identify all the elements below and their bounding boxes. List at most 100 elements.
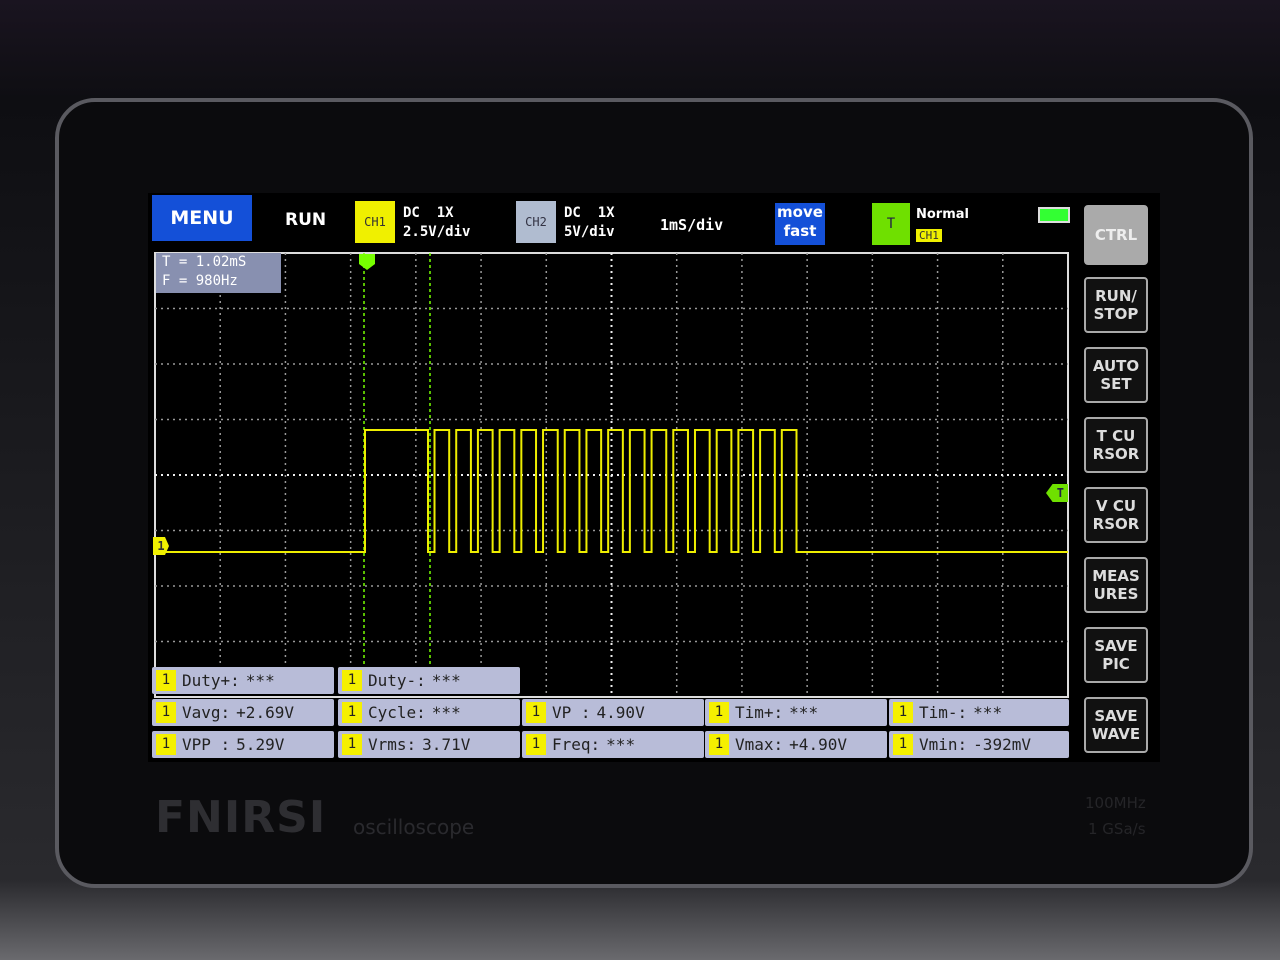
measurement[interactable]: 1 Cycle: *** bbox=[338, 699, 520, 726]
measurement[interactable]: 1 Vmax: +4.90V bbox=[705, 731, 887, 758]
button-text: CTRL bbox=[1094, 226, 1138, 244]
channel-badge: 1 bbox=[156, 702, 176, 723]
ch1-scale: 2.5V/div bbox=[403, 224, 471, 240]
measure-value: *** bbox=[973, 703, 1003, 722]
measurement[interactable]: 1 Tim-: *** bbox=[889, 699, 1069, 726]
measure-value: *** bbox=[245, 671, 275, 690]
channel-badge: 1 bbox=[893, 702, 913, 723]
measurement[interactable]: 1 Freq: *** bbox=[522, 731, 704, 758]
battery bbox=[1038, 207, 1070, 223]
waveform bbox=[155, 429, 1068, 553]
button-text: AUTO bbox=[1092, 357, 1140, 375]
side-button[interactable]: RUN/STOP bbox=[1084, 277, 1148, 333]
measure-value: +4.90V bbox=[789, 735, 847, 754]
measure-value: *** bbox=[431, 671, 461, 690]
measure-value: *** bbox=[789, 703, 819, 722]
measure-label: Tim-: bbox=[919, 703, 968, 722]
channel-badge: 1 bbox=[709, 702, 729, 723]
side-button[interactable]: T CU RSOR bbox=[1084, 417, 1148, 473]
readout-line: T = 1.02mS bbox=[162, 254, 247, 270]
measure-label: Duty+: bbox=[182, 671, 240, 690]
button-text: STOP bbox=[1093, 305, 1139, 323]
button-text: RSOR bbox=[1092, 445, 1140, 463]
brand-spec: 100MHz bbox=[1085, 794, 1146, 812]
measure-label: Vmax: bbox=[735, 735, 784, 754]
side-button[interactable]: SAVE PIC bbox=[1084, 627, 1148, 683]
cursor-handle bbox=[359, 254, 375, 270]
side-button[interactable]: SAVE WAVE bbox=[1084, 697, 1148, 753]
button-text: MEAS bbox=[1092, 567, 1140, 585]
menu-button[interactable]: MENU bbox=[152, 195, 252, 241]
channel-badge: 1 bbox=[709, 734, 729, 755]
measure-label: Tim+: bbox=[735, 703, 784, 722]
brand-name: FNIRSI bbox=[155, 792, 327, 843]
run-status[interactable]: RUN bbox=[285, 210, 327, 230]
measurement[interactable]: 1 VPP : 5.29V bbox=[152, 731, 334, 758]
ch2-scale: 5V/div bbox=[564, 224, 615, 240]
measure-value: *** bbox=[606, 735, 636, 754]
measure-value: +2.69V bbox=[236, 703, 294, 722]
channel-badge: 1 bbox=[526, 734, 546, 755]
measure-value: 5.29V bbox=[236, 735, 285, 754]
measure-value: 4.90V bbox=[596, 703, 645, 722]
button-text: WAVE bbox=[1091, 725, 1141, 743]
channel-badge: 1 bbox=[342, 702, 362, 723]
measure-label: Cycle: bbox=[368, 703, 426, 722]
trigger-icon[interactable]: T bbox=[872, 203, 910, 245]
ch2-badge[interactable]: CH2 bbox=[516, 201, 556, 243]
button-text: SET bbox=[1100, 375, 1132, 393]
channel-badge: 1 bbox=[342, 670, 362, 691]
trigger-marker: T bbox=[1046, 484, 1068, 502]
measure-label: Duty-: bbox=[368, 671, 426, 690]
cursor-readout: T = 1.02mS F = 980Hz bbox=[156, 253, 281, 293]
ch1-coupling: DC 1X bbox=[403, 205, 454, 221]
brand-spec: 1 GSa/s bbox=[1088, 820, 1146, 838]
channel-badge: 1 bbox=[342, 734, 362, 755]
trigger-mode: Normal bbox=[916, 207, 969, 222]
measurement[interactable]: 1 Duty+: *** bbox=[152, 667, 334, 694]
measurement[interactable]: 1 VP : 4.90V bbox=[522, 699, 704, 726]
channel-badge: 1 bbox=[893, 734, 913, 755]
button-text: URES bbox=[1093, 585, 1139, 603]
side-button[interactable]: AUTO SET bbox=[1084, 347, 1148, 403]
readout-line: F = 980Hz bbox=[162, 273, 238, 289]
ch1-marker: 1 bbox=[153, 537, 169, 555]
side-button[interactable]: V CU RSOR bbox=[1084, 487, 1148, 543]
button-text: SAVE bbox=[1094, 707, 1138, 725]
measure-label: Vavg: bbox=[182, 703, 231, 722]
channel-badge: 1 bbox=[156, 734, 176, 755]
brand-product: oscilloscope bbox=[353, 815, 475, 839]
measurement[interactable]: 1 Vmin: -392mV bbox=[889, 731, 1069, 758]
measurement[interactable]: 1 Vrms: 3.71V bbox=[338, 731, 520, 758]
move-text: fast bbox=[783, 222, 817, 240]
move-speed[interactable]: move fast bbox=[775, 203, 825, 245]
move-text: move bbox=[777, 203, 823, 221]
measure-label: Vmin: bbox=[919, 735, 968, 754]
trigger-source: CH1 bbox=[916, 229, 942, 242]
button-text: PIC bbox=[1102, 655, 1130, 673]
measure-label: VP : bbox=[552, 703, 591, 722]
side-button[interactable]: CTRL bbox=[1084, 205, 1148, 265]
measurement[interactable]: 1 Duty-: *** bbox=[338, 667, 520, 694]
measurement[interactable]: 1 Tim+: *** bbox=[705, 699, 887, 726]
measure-value: -392mV bbox=[973, 735, 1031, 754]
button-text: RSOR bbox=[1092, 515, 1140, 533]
ch2-coupling: DC 1X bbox=[564, 205, 615, 221]
measurement[interactable]: 1 Vavg: +2.69V bbox=[152, 699, 334, 726]
button-text: RUN/ bbox=[1095, 287, 1137, 305]
measure-value: *** bbox=[431, 703, 461, 722]
measure-label: Vrms: bbox=[368, 735, 417, 754]
measure-label: Freq: bbox=[552, 735, 601, 754]
timebase[interactable]: 1mS/div bbox=[660, 216, 724, 234]
measure-value: 3.71V bbox=[422, 735, 471, 754]
button-text: SAVE bbox=[1094, 637, 1138, 655]
channel-badge: 1 bbox=[526, 702, 546, 723]
ch1-badge[interactable]: CH1 bbox=[355, 201, 395, 243]
button-text: V CU bbox=[1095, 497, 1137, 515]
channel-badge: 1 bbox=[156, 670, 176, 691]
side-button[interactable]: MEAS URES bbox=[1084, 557, 1148, 613]
measure-label: VPP : bbox=[182, 735, 231, 754]
button-text: T CU bbox=[1096, 427, 1136, 445]
